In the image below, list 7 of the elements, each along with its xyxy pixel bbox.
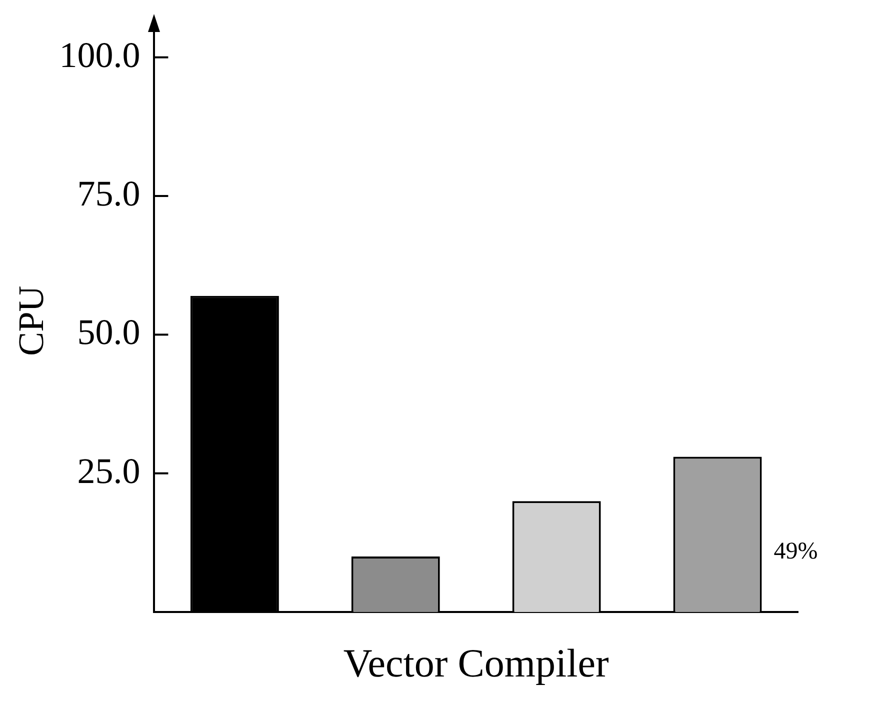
annotation: 49% [774, 538, 818, 564]
x-axis-title: Vector Compiler [343, 640, 609, 686]
y-tick-label: 50.0 [77, 312, 140, 352]
y-tick-label: 100.0 [59, 34, 140, 75]
y-tick-label: 25.0 [77, 450, 140, 491]
y-tick-label: 75.0 [77, 173, 140, 214]
y-axis-title: CPU [11, 286, 52, 356]
